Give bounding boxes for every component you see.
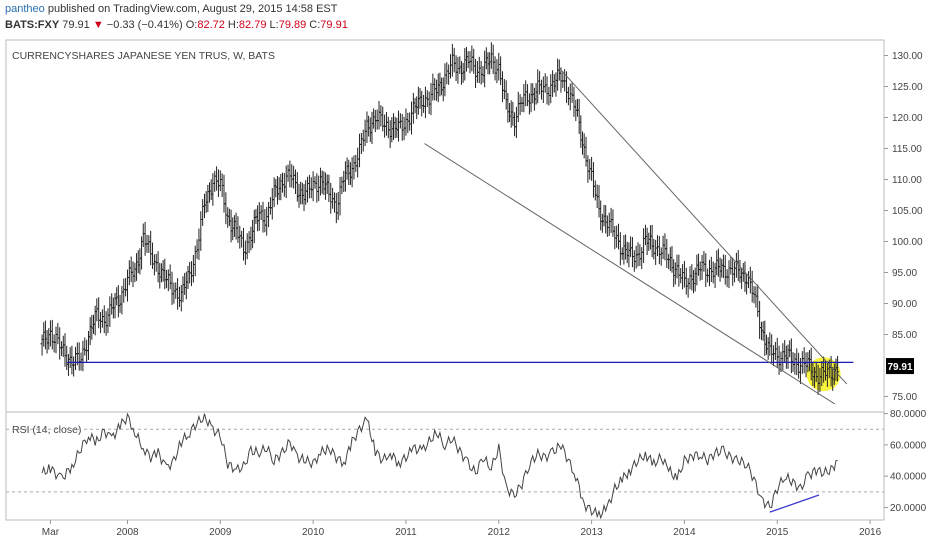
symbol-label[interactable]: BATS:FXY — [5, 19, 60, 31]
high-label: H: — [227, 19, 239, 31]
price-axis-tick-label: 115.00 — [892, 144, 922, 155]
chart-frame — [5, 39, 885, 521]
time-axis-tick-label: 2009 — [209, 527, 232, 538]
price-axis-tick-label: 85.00 — [892, 330, 917, 341]
rsi-axis-tick-label: 40.0000 — [890, 472, 927, 483]
time-axis-tick-label: 2014 — [673, 527, 696, 538]
down-arrow-icon: ▼ — [92, 19, 104, 31]
time-axis-tick-label: 2012 — [488, 527, 511, 538]
rsi-panel — [41, 412, 838, 520]
last-price-badge-label: 79.91 — [887, 362, 912, 373]
lower-trendline — [424, 143, 836, 405]
rsi-axis-tick-label: 20.0000 — [890, 503, 927, 514]
upper-trendline — [558, 67, 848, 385]
time-axis-tick-label: 2008 — [116, 527, 139, 538]
plot-border — [5, 39, 885, 521]
price-chart-title: CURRENCYSHARES JAPANESE YEN TRUS, W, BAT… — [12, 50, 275, 62]
rsi-divergence-line — [769, 494, 820, 513]
published-text: published on TradingView.com, August 29,… — [47, 3, 338, 15]
price-axis-tick-label: 130.00 — [892, 51, 923, 62]
rsi-axis-tick-label: 80.0000 — [890, 409, 927, 420]
close-label: C: — [309, 19, 321, 31]
last-price-badge — [886, 358, 914, 375]
publisher-line: pantheo published on TradingView.com, Au… — [5, 3, 338, 15]
time-axis-tick-label: 2011 — [395, 527, 417, 538]
price-change: −0.33 (−0.41%) — [106, 19, 183, 31]
price-axis-tick-label: 110.00 — [892, 175, 922, 186]
price-axis-tick-label: 105.00 — [892, 206, 923, 217]
last-price: 79.91 — [62, 19, 90, 31]
high-value: 82.79 — [238, 19, 267, 31]
price-axis-tick-label: 125.00 — [892, 82, 923, 93]
grid — [6, 428, 884, 493]
price-axis-tick-label: 95.00 — [892, 268, 917, 279]
publisher-username[interactable]: pantheo — [5, 3, 45, 15]
time-axis-tick-label: Mar — [42, 527, 60, 538]
time-axis-tick-label: 2016 — [859, 527, 882, 538]
trendlines — [67, 67, 854, 405]
time-axis-tick-label: 2010 — [302, 527, 325, 538]
axes: 130.00 125.00 120.00 115.00 110.00 105.00 100.… — [42, 51, 927, 538]
rsi-line — [41, 412, 838, 520]
open-value: 82.72 — [197, 19, 225, 31]
price-axis-tick-label: 100.00 — [892, 237, 923, 248]
header-bar: pantheo published on TradingView.com, Au… — [0, 0, 932, 36]
rsi-axis-tick-label: 60.0000 — [890, 440, 927, 451]
time-axis-tick-label: 2013 — [580, 527, 603, 538]
close-value: 79.91 — [320, 19, 348, 31]
price-axis-tick-label: 75.00 — [892, 392, 917, 403]
time-axis-tick-label: 2015 — [766, 527, 789, 538]
quote-line: BATS:FXY 79.91 ▼ −0.33 (−0.41%) O:82.72 … — [5, 19, 348, 31]
rsi-title: RSI (14, close) — [12, 424, 81, 436]
low-value: 79.89 — [278, 19, 307, 31]
price-axis-tick-label: 120.00 — [892, 113, 923, 124]
price-bars — [40, 42, 840, 395]
open-label: O: — [185, 19, 198, 31]
low-label: L: — [269, 19, 279, 31]
price-axis-tick-label: 90.00 — [892, 299, 917, 310]
